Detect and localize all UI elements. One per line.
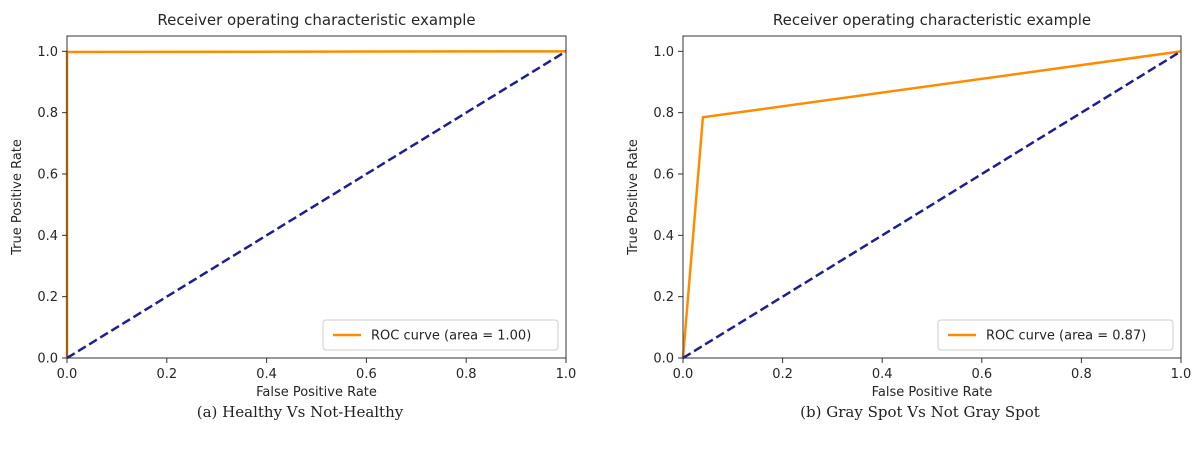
x-axis-label: False Positive Rate (256, 385, 377, 400)
y-tick-label: 0.4 (37, 229, 58, 244)
x-tick-label: 1.0 (556, 367, 577, 382)
legend: ROC curve (area = 1.00) (322, 319, 559, 351)
y-tick-label: 0.4 (653, 229, 674, 244)
y-tick-label: 1.0 (37, 45, 58, 60)
chance-diagonal-line (682, 50, 1182, 360)
x-tick-label: 0.4 (256, 367, 277, 382)
axes-frame (66, 35, 567, 359)
x-tick-label: 0.2 (772, 367, 793, 382)
x-tick-label: 0.6 (356, 367, 377, 382)
x-tick-label: 0.0 (673, 367, 694, 382)
chart-title: Receiver operating characteristic exampl… (157, 11, 475, 29)
legend-box (937, 319, 1174, 351)
caption-a: (a) Healthy Vs Not-Healthy (196, 403, 404, 421)
y-axis-label: True Positive Rate (626, 139, 641, 256)
x-tick-label: 1.0 (1171, 367, 1192, 382)
y-tick-label: 1.0 (653, 45, 674, 60)
x-tick-label: 0.6 (971, 367, 992, 382)
legend-box (322, 319, 559, 351)
x-tick-label: 0.8 (456, 367, 477, 382)
x-tick-label: 0.8 (1071, 367, 1092, 382)
chance-diagonal-line (66, 50, 567, 360)
caption-b: (b) Gray Spot Vs Not Gray Spot (800, 403, 1040, 421)
chart-panel-b: Receiver operating characteristic exampl… (626, 11, 1191, 400)
y-tick-label: 0.2 (37, 290, 58, 305)
chart-panel-a: Receiver operating characteristic exampl… (10, 11, 576, 400)
y-tick-label: 0.6 (37, 168, 58, 183)
x-tick-label: 0.4 (872, 367, 893, 382)
y-tick-label: 0.8 (653, 106, 674, 121)
y-tick-label: 0.8 (37, 106, 58, 121)
x-axis-label: False Positive Rate (872, 385, 993, 400)
y-tick-label: 0.2 (653, 290, 674, 305)
chart-title: Receiver operating characteristic exampl… (773, 11, 1091, 29)
axes-frame (682, 35, 1182, 359)
roc-curve-line (681, 50, 1182, 359)
legend-label: ROC curve (area = 1.00) (371, 329, 531, 344)
y-tick-label: 0.0 (653, 352, 674, 367)
y-tick-label: 0.0 (37, 352, 58, 367)
x-tick-label: 0.0 (57, 367, 78, 382)
legend: ROC curve (area = 0.87) (937, 319, 1174, 351)
x-tick-label: 0.2 (156, 367, 177, 382)
legend-label: ROC curve (area = 0.87) (986, 329, 1146, 344)
y-tick-label: 0.6 (653, 168, 674, 183)
y-axis-label: True Positive Rate (10, 139, 25, 256)
